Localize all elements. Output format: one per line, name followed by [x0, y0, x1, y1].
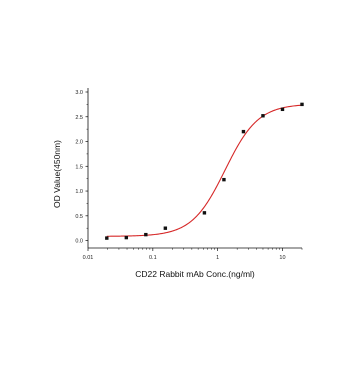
data-point [144, 232, 148, 237]
y-tick-label: 1.0 [75, 189, 83, 195]
data-point [163, 226, 168, 230]
data-points [105, 102, 304, 240]
data-point [261, 114, 265, 118]
data-point [300, 102, 304, 107]
y-tick-label: 2.0 [75, 140, 83, 146]
data-point [241, 129, 246, 134]
y-tick-label: 1.5 [75, 164, 83, 170]
data-point [222, 177, 226, 182]
y-ticks: 0.0 0.5 1.0 1.5 2.0 2.5 3.0 [75, 90, 88, 245]
fit-curve [106, 104, 303, 237]
y-tick-label: 2.5 [75, 115, 83, 121]
data-point [280, 107, 285, 112]
x-tick-label: 1 [216, 255, 219, 261]
data-point [202, 211, 207, 215]
y-axis-title: OD Value(450nm) [52, 140, 62, 208]
x-tick-label: 10 [279, 255, 285, 261]
x-ticks: 0.01 0.1 1 10 [83, 248, 303, 261]
x-tick-label: 0.01 [83, 255, 94, 261]
data-point [105, 236, 109, 240]
y-tick-label: 0.0 [75, 239, 83, 245]
x-tick-label: 0.1 [149, 255, 157, 261]
data-point [124, 235, 129, 240]
y-tick-label: 0.5 [75, 214, 83, 220]
x-axis-title: CD22 Rabbit mAb Conc.(ng/ml) [135, 269, 255, 279]
axes [87, 88, 302, 249]
y-tick-label: 3.0 [75, 90, 83, 96]
